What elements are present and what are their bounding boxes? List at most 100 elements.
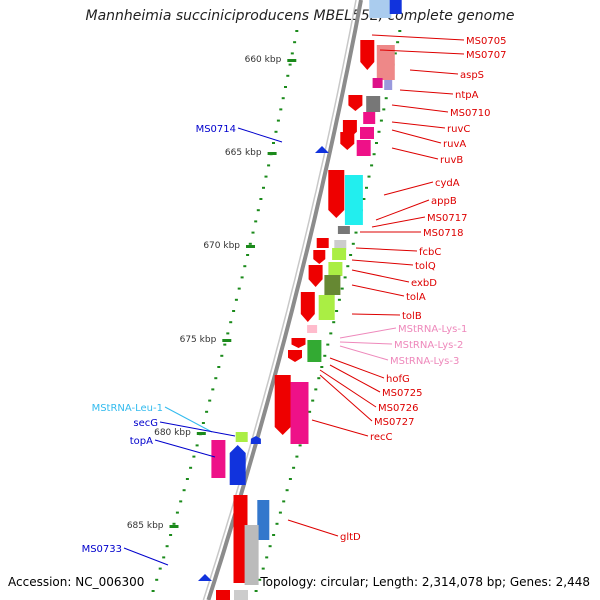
tick-mark xyxy=(317,377,321,380)
gene-box xyxy=(337,226,350,234)
gene-label: cydA xyxy=(435,178,460,189)
genome-summary-text: Topology: circular; Length: 2,314,078 bp… xyxy=(260,575,590,589)
gene-box xyxy=(307,325,318,333)
tick-mark xyxy=(367,175,371,178)
gene-label: ntpA xyxy=(455,90,479,101)
label-leader-line xyxy=(351,259,414,266)
tick-mark xyxy=(189,466,193,469)
gene-label: topA xyxy=(130,436,153,447)
tick-mark xyxy=(229,321,233,324)
gene-label: MStRNA-Lys-1 xyxy=(398,324,467,335)
tick-mark xyxy=(248,242,252,245)
tick-mark xyxy=(237,287,241,290)
tick-mark xyxy=(214,377,218,380)
tick-mark xyxy=(232,310,236,312)
label-leader-line xyxy=(123,547,169,566)
gene-label: appB xyxy=(431,196,457,207)
label-leader-line xyxy=(399,89,454,95)
gene-box xyxy=(384,80,393,90)
tick-mark xyxy=(377,130,381,133)
label-leader-line xyxy=(159,421,236,437)
tick-mark xyxy=(393,52,397,55)
forward-gene-arrow xyxy=(360,40,375,70)
major-tick-mark xyxy=(196,432,206,435)
label-leader-line xyxy=(164,406,213,433)
tick-mark xyxy=(251,231,255,234)
tick-mark xyxy=(258,578,262,581)
tick-mark xyxy=(165,545,169,548)
tick-mark xyxy=(192,455,196,458)
gene-box xyxy=(363,112,376,124)
gene-box xyxy=(233,495,248,583)
label-leader-line xyxy=(379,49,465,55)
gene-label: MS0726 xyxy=(378,403,418,414)
tick-mark xyxy=(274,130,278,133)
tick-mark xyxy=(155,578,159,581)
tick-mark xyxy=(279,108,283,111)
tick-mark xyxy=(234,298,238,301)
tick-mark xyxy=(288,478,292,480)
gene-box xyxy=(356,140,371,156)
reverse-gene-arrow xyxy=(250,436,261,444)
tick-mark xyxy=(240,276,244,279)
label-leader-line xyxy=(375,199,430,221)
tick-mark xyxy=(282,500,286,503)
reverse-gene-arrow xyxy=(315,146,329,153)
tick-mark xyxy=(288,63,292,66)
tick-mark xyxy=(182,489,186,492)
label-leader-line xyxy=(154,439,216,458)
tick-mark xyxy=(340,287,344,290)
forward-gene-arrow xyxy=(274,375,291,435)
label-leader-line xyxy=(351,284,405,297)
tick-mark xyxy=(295,455,299,458)
gene-label: MStRNA-Lys-3 xyxy=(390,356,459,367)
gene-label: hofG xyxy=(386,374,410,385)
tick-mark xyxy=(158,567,162,570)
tick-mark xyxy=(205,410,209,413)
gene-box xyxy=(235,432,248,442)
scale-label: 665 kbp xyxy=(225,148,262,158)
tick-mark xyxy=(293,41,297,44)
tick-mark xyxy=(217,366,221,368)
gene-label: tolQ xyxy=(415,261,436,272)
gene-label: fcbC xyxy=(419,247,441,258)
tick-mark xyxy=(314,388,318,391)
gene-box xyxy=(316,238,329,248)
tick-mark xyxy=(268,545,272,548)
label-leader-line xyxy=(371,216,426,228)
tick-mark xyxy=(365,186,368,189)
tick-mark xyxy=(323,354,327,357)
tick-group: 660 kbp 665 kbp 670 kbp 675 kbp 680 kbp 685 k… xyxy=(127,30,402,592)
tick-mark xyxy=(261,567,265,570)
tick-mark xyxy=(298,444,302,447)
tick-mark xyxy=(259,198,263,200)
forward-gene-arrow xyxy=(300,292,315,322)
gene-box xyxy=(360,127,374,139)
tick-mark xyxy=(335,310,339,312)
tick-mark xyxy=(343,276,347,279)
tick-mark xyxy=(246,254,250,256)
major-tick-mark xyxy=(222,339,232,342)
tick-mark xyxy=(256,209,260,212)
forward-gene-arrow xyxy=(328,170,345,218)
gene-label: MS0710 xyxy=(450,108,490,119)
label-leader-line xyxy=(409,69,459,75)
gene-box xyxy=(372,78,383,88)
reverse-gene-arrow xyxy=(229,445,246,485)
gene-label: aspS xyxy=(460,70,484,81)
gene-label: ruvC xyxy=(447,124,470,135)
label-leader-line xyxy=(383,181,434,196)
gene-label: recC xyxy=(370,432,393,443)
label-leader-line xyxy=(287,519,339,537)
label-leader-line xyxy=(339,341,393,345)
tick-mark xyxy=(243,265,247,268)
tick-mark xyxy=(211,388,215,391)
tick-mark xyxy=(285,489,289,492)
tick-mark xyxy=(382,108,386,111)
tick-mark xyxy=(195,444,199,447)
tick-mark xyxy=(284,86,287,88)
label-leader-line xyxy=(339,327,397,339)
reverse-gene-arrow xyxy=(198,574,212,581)
major-tick-mark xyxy=(267,152,277,155)
